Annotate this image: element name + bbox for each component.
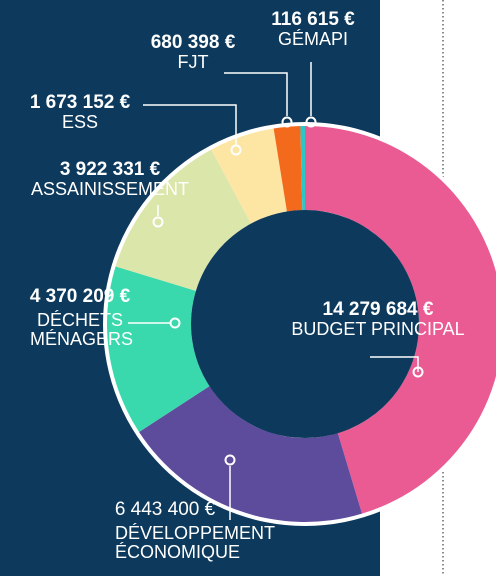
value-label: 680 398 €: [150, 32, 236, 53]
slice-label: 116 615 € GÉMAPI: [243, 10, 383, 49]
leader-dot: [230, 144, 242, 156]
category-label: DÉCHETS MÉNAGERS: [30, 309, 134, 349]
value-label: 116 615 €: [271, 9, 355, 30]
category-label: FJT: [177, 51, 209, 72]
slice-label: 6 443 400 € DÉVELOPPEMENT ÉCONOMIQUE: [65, 499, 276, 562]
slice-label: 14 279 684 € BUDGET PRINCIPAL: [268, 300, 488, 339]
leader-dot: [281, 116, 293, 128]
leader-dot: [169, 317, 181, 329]
donut-slice: [107, 266, 210, 433]
value-label: 1 673 152 €: [29, 92, 131, 113]
donut-slice: [273, 126, 303, 212]
category-label: BUDGET PRINCIPAL: [291, 318, 465, 339]
leader-dot: [305, 116, 317, 128]
leader-dot: [224, 454, 236, 466]
slice-label: 4 370 209 € DÉCHETS MÉNAGERS: [20, 287, 140, 349]
value-label: 6 443 400 €: [114, 499, 216, 520]
donut-slice: [139, 386, 362, 522]
donut-slice: [115, 149, 252, 291]
leader-line: [143, 104, 237, 145]
value-label: 3 922 331 €: [59, 159, 161, 180]
slice-label: 3 922 331 € ASSAINISSEMENT: [0, 160, 220, 199]
slice-label: 1 673 152 € ESS: [10, 93, 150, 132]
slice-label: 680 398 € FJT: [123, 33, 263, 72]
donut-slice: [300, 126, 305, 211]
donut-hole: [191, 210, 419, 438]
leader-dot: [412, 366, 424, 378]
value-label: 14 279 684 €: [322, 299, 434, 320]
donut-slice: [211, 128, 287, 224]
value-label: 4 370 209 €: [29, 286, 131, 307]
category-label: ASSAINISSEMENT: [30, 178, 190, 199]
donut-slice: [305, 126, 496, 514]
leader-dot: [152, 216, 164, 228]
category-label: ESS: [61, 111, 99, 132]
category-label: DÉVELOPPEMENT ÉCONOMIQUE: [115, 522, 276, 562]
leader-line: [224, 72, 288, 116]
category-label: GÉMAPI: [277, 28, 348, 49]
